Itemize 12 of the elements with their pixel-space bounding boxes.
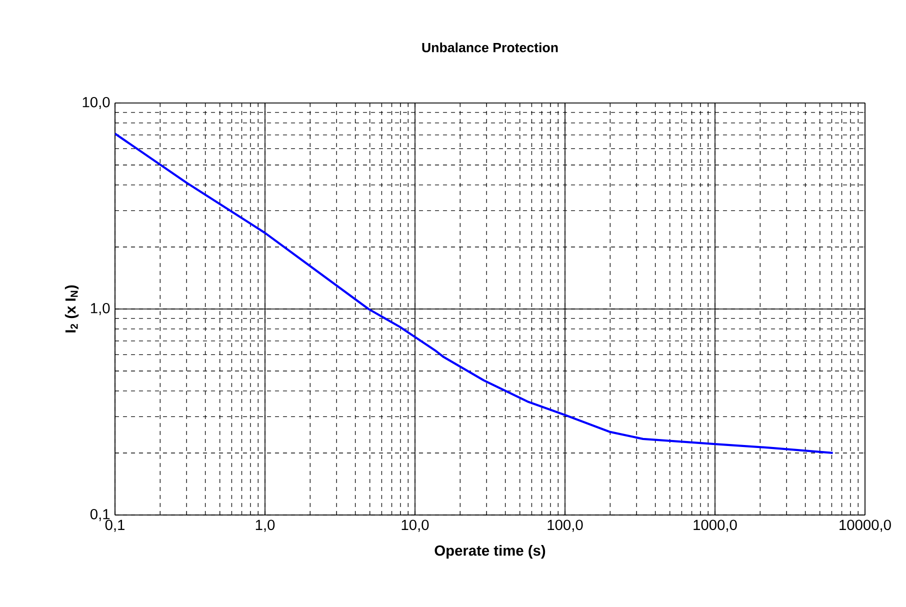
y-tick-label: 10,0 [82,96,110,110]
y-tick-label: 0,1 [90,508,110,522]
x-tick-label: 10,0 [402,520,429,532]
y-axis-title: I$_{2}$ (x I$_{N}$) [64,285,79,332]
x-axis-title: Operate time (s) [434,544,546,559]
x-tick-label: 0,1 [105,520,124,532]
x-tick-label: 100,0 [548,520,583,532]
x-tick-label: 10000,0 [840,520,891,532]
chart-title: Unbalance Protection [422,42,558,52]
x-tick-label: 1000,0 [694,520,737,532]
y-tick-label: 1,0 [91,302,110,316]
x-tick-label: 1,0 [256,520,275,532]
